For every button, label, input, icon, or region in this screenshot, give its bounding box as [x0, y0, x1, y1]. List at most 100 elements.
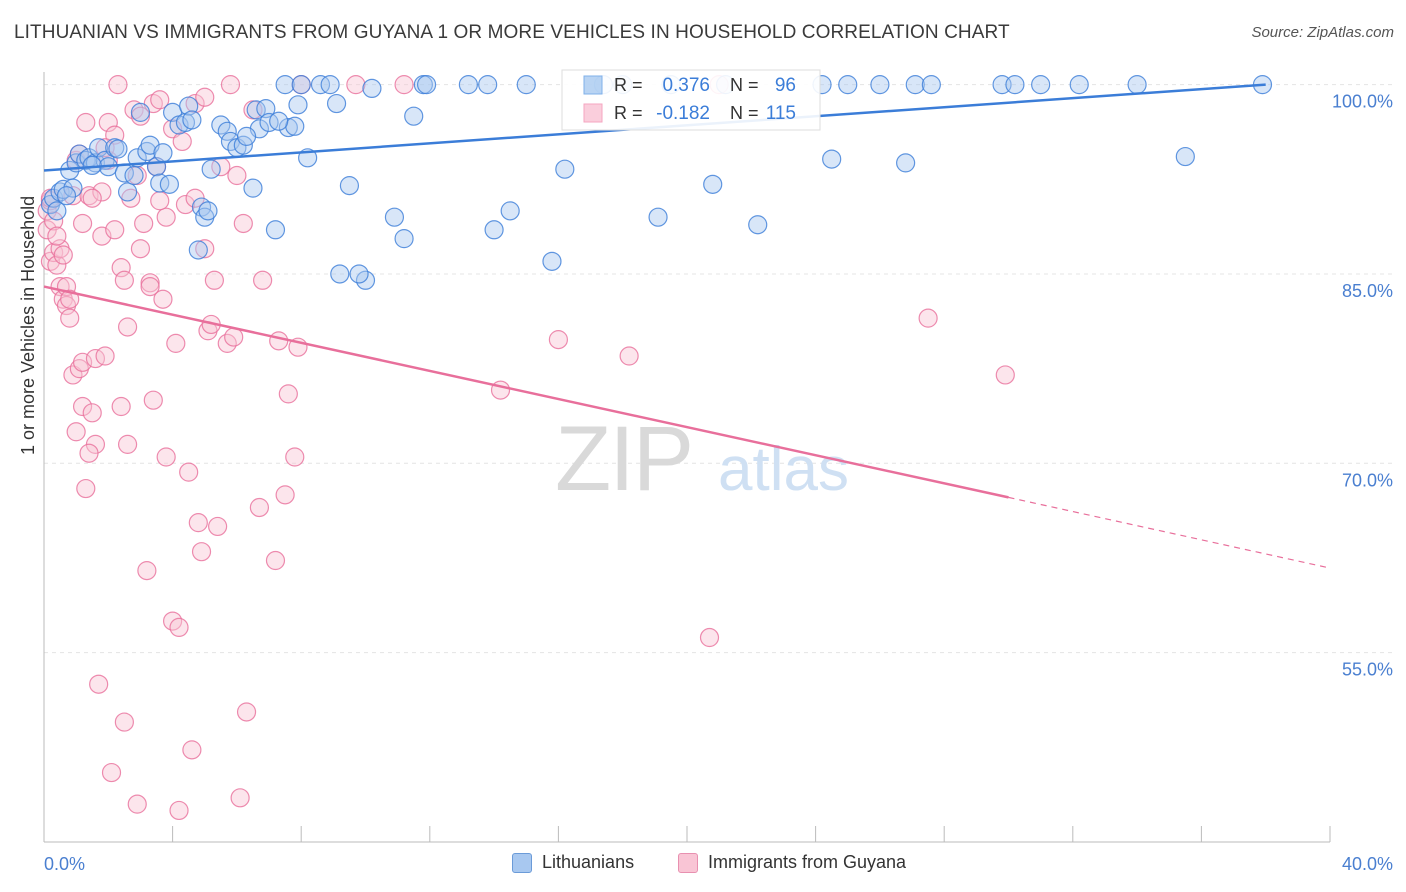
data-point	[478, 75, 498, 95]
data-point	[458, 75, 478, 95]
trend-line-guyana-extension	[1008, 496, 1331, 569]
data-point	[134, 213, 154, 234]
data-point	[66, 422, 86, 442]
data-point	[310, 75, 331, 95]
data-point	[516, 75, 536, 95]
data-point	[56, 186, 77, 206]
data-point	[137, 561, 157, 581]
data-point	[195, 87, 215, 107]
data-point	[320, 75, 340, 95]
source-credit: Source: ZipAtlas.com	[1251, 24, 1394, 41]
data-point	[72, 352, 93, 372]
legend-item-guyana: Immigrants from Guyana	[678, 852, 906, 873]
data-point	[117, 434, 138, 454]
data-point	[98, 112, 118, 133]
data-point	[117, 182, 138, 202]
data-point	[101, 762, 122, 783]
data-point	[114, 270, 134, 290]
data-point	[269, 331, 289, 351]
data-point	[150, 90, 170, 110]
tick-labels: 100.0% 85.0% 70.0% 55.0% 0.0% 40.0%	[44, 92, 1393, 874]
data-point	[208, 516, 228, 537]
legend-n-label: N =	[730, 103, 759, 123]
data-point	[1175, 146, 1195, 167]
data-point	[156, 447, 176, 467]
data-point	[404, 106, 424, 126]
data-point	[143, 390, 163, 410]
data-point	[555, 159, 575, 179]
data-point	[150, 173, 170, 193]
data-point	[896, 153, 916, 173]
data-point	[542, 251, 562, 271]
data-point	[870, 75, 890, 95]
data-point	[699, 627, 720, 648]
data-point	[339, 176, 360, 196]
data-point	[191, 542, 212, 562]
data-point	[79, 186, 99, 206]
data-point	[124, 165, 144, 186]
data-point	[127, 794, 147, 814]
data-point	[76, 478, 96, 499]
data-point	[79, 443, 99, 463]
data-point	[995, 365, 1015, 385]
y-tick-label: 85.0%	[1342, 281, 1393, 301]
data-point	[703, 174, 723, 194]
chart-title: LITHUANIAN VS IMMIGRANTS FROM GUYANA 1 O…	[14, 22, 1010, 43]
data-point	[548, 330, 569, 350]
data-point	[278, 117, 298, 138]
data-point	[111, 396, 131, 417]
data-point	[822, 149, 842, 169]
correlation-legend: R = 0.376 N = 96 R = -0.182 N = 115	[561, 69, 821, 131]
data-point	[416, 75, 437, 95]
data-point	[198, 201, 218, 221]
data-point	[278, 384, 298, 404]
data-point	[227, 165, 247, 186]
data-point	[500, 201, 520, 221]
legend-r-label: R =	[614, 75, 643, 95]
legend-r-value: -0.182	[656, 103, 710, 124]
data-point	[60, 308, 80, 328]
data-point	[60, 289, 80, 309]
y-tick-label: 70.0%	[1342, 470, 1393, 490]
data-point	[291, 75, 311, 95]
data-point	[275, 485, 295, 505]
data-point	[175, 194, 196, 215]
data-point	[220, 75, 241, 95]
data-point	[105, 138, 125, 158]
y-tick-label: 55.0%	[1342, 660, 1393, 680]
data-point	[47, 255, 67, 275]
data-point	[117, 317, 138, 337]
data-point	[108, 139, 128, 159]
series-immigrants-from-guyana	[37, 75, 1015, 821]
gridlines	[44, 84, 1392, 654]
data-point	[114, 712, 134, 732]
data-point	[195, 239, 215, 259]
data-point	[89, 138, 109, 158]
legend-swatch-guyana	[678, 852, 698, 873]
trend-line-guyana	[43, 285, 1009, 499]
data-point	[349, 264, 369, 284]
data-point	[159, 174, 179, 194]
data-point	[259, 112, 279, 133]
data-point	[362, 78, 382, 99]
data-point	[153, 143, 173, 163]
data-point	[1031, 75, 1051, 95]
data-point	[47, 201, 67, 221]
data-point	[182, 110, 202, 130]
data-point	[236, 126, 257, 146]
data-point	[153, 289, 173, 309]
data-point	[224, 327, 244, 347]
legend-label-lithuanians: Lithuanians	[542, 852, 635, 872]
data-point	[95, 346, 115, 366]
data-point	[285, 447, 305, 467]
data-point	[243, 178, 263, 198]
legend-label-guyana: Immigrants from Guyana	[708, 852, 907, 872]
data-point	[172, 131, 192, 152]
data-point	[179, 462, 199, 482]
data-point	[285, 116, 305, 136]
data-point	[288, 95, 308, 115]
data-point	[838, 75, 858, 95]
data-point	[265, 220, 286, 240]
data-point	[130, 102, 151, 122]
data-point	[63, 186, 83, 206]
